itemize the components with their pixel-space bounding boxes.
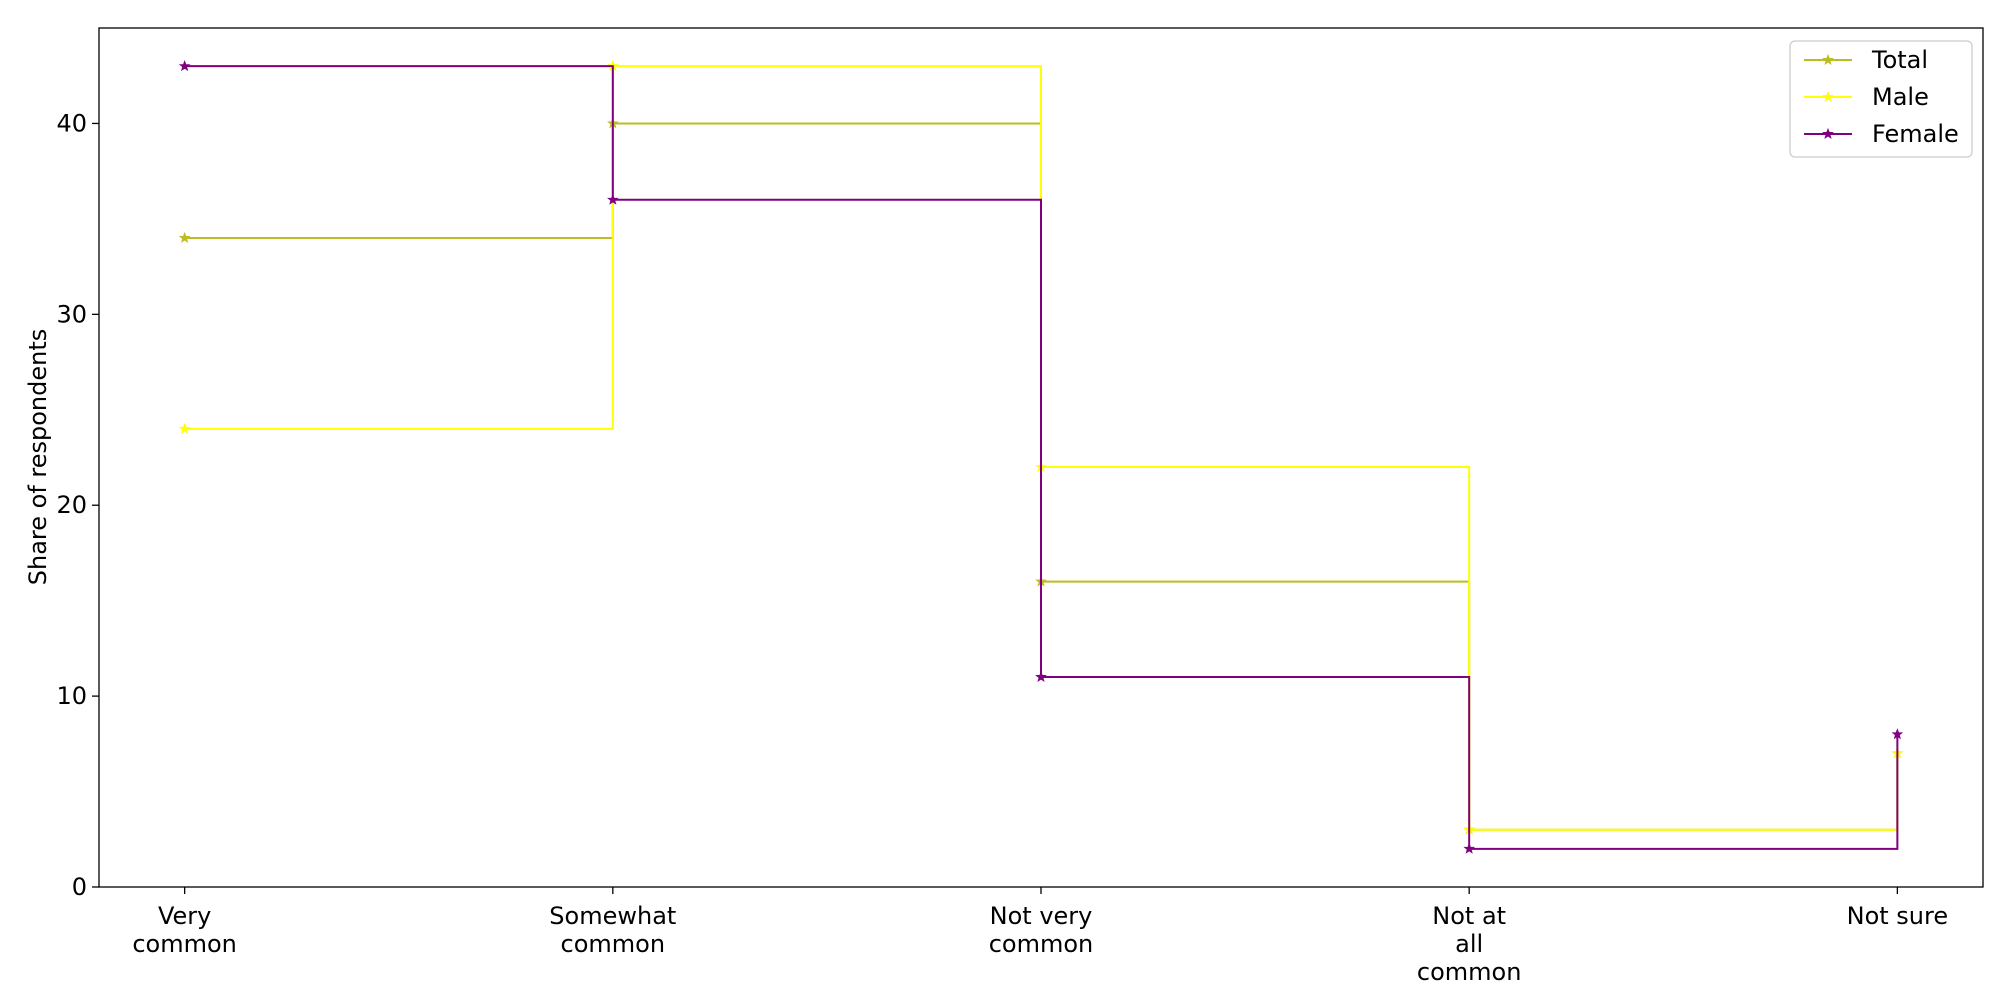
legend-marker	[1822, 90, 1834, 102]
legend-label: Total	[1871, 46, 1928, 74]
x-axis: Very common Somewhat common Not very common No…	[132, 887, 1948, 986]
x-tick-label: Somewhat common	[549, 902, 676, 958]
legend-item-total: Total	[1804, 46, 1928, 74]
y-tick-label: 10	[56, 682, 87, 710]
legend: Total Male Female	[1789, 40, 1973, 158]
series-layer	[178, 60, 1904, 854]
legend-item-male: Male	[1804, 83, 1929, 111]
y-tick-label: 0	[72, 873, 87, 901]
data-point-female	[178, 60, 191, 72]
legend-marker	[1822, 53, 1834, 65]
data-point-total	[178, 231, 191, 243]
y-tick-label: 20	[56, 491, 87, 519]
y-tick-label: 40	[56, 109, 87, 137]
data-point-female	[1891, 728, 1904, 740]
data-point-female	[606, 193, 619, 205]
x-tick-label: Not sure	[1847, 902, 1949, 930]
x-tick-label: Not very common	[989, 902, 1094, 958]
legend-label: Male	[1872, 83, 1929, 111]
y-tick-label: 30	[56, 300, 87, 328]
legend-label: Female	[1872, 120, 1959, 148]
y-axis-label: Share of respondents	[24, 329, 52, 586]
y-axis: 0 10 20 30 40	[56, 109, 99, 901]
x-tick-label: Very common	[132, 902, 237, 958]
legend-frame	[1789, 40, 1973, 158]
data-point-female	[1463, 842, 1476, 854]
legend-item-female: Female	[1804, 120, 1959, 148]
legend-marker	[1822, 127, 1834, 139]
series-female	[178, 60, 1904, 854]
legend-items: Total Male Female	[1804, 46, 1959, 148]
x-tick-label: Not at all common	[1417, 902, 1522, 986]
data-point-male	[178, 422, 191, 434]
data-point-female	[1035, 670, 1047, 682]
